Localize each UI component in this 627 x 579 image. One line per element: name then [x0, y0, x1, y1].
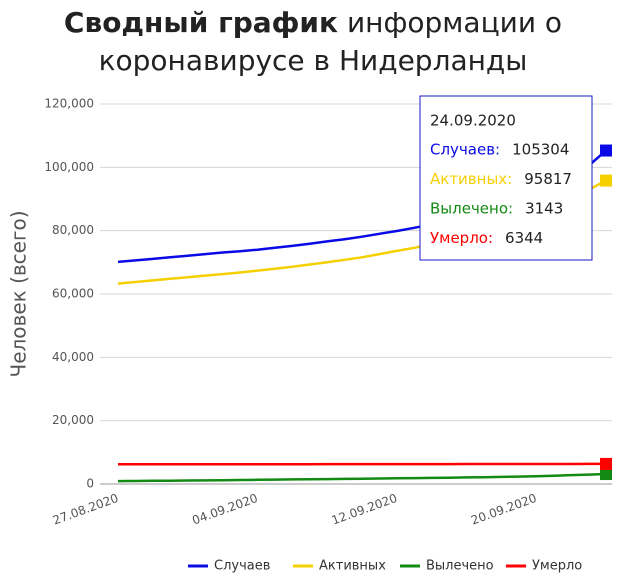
end-marker — [600, 468, 612, 481]
tooltip-label: Умерло: — [430, 229, 493, 247]
y-tick-label: 120,000 — [44, 97, 94, 111]
legend-label: Умерло — [532, 559, 582, 574]
y-tick-label: 100,000 — [44, 160, 94, 174]
tooltip-label: Случаев: — [430, 141, 500, 159]
x-tick-label: 27.08.2020 — [51, 491, 120, 528]
x-tick-label: 04.09.2020 — [190, 491, 259, 528]
tooltip-label: Вылечено: — [430, 200, 513, 218]
tooltip-value: 95817 — [524, 170, 572, 188]
y-tick-label: 0 — [86, 477, 94, 491]
chart-title: Сводный график информации о — [64, 6, 562, 39]
tooltip-box — [419, 95, 593, 261]
end-marker — [600, 457, 612, 470]
tooltip-title: 24.09.2020 — [430, 112, 516, 130]
title-part: информации о — [347, 6, 562, 39]
y-axis-label: Человек (всего) — [7, 210, 31, 377]
legend-label: Активных — [319, 559, 386, 574]
y-tick-label: 80,000 — [52, 223, 94, 237]
title-bold: Сводный график — [64, 6, 338, 39]
series-line — [117, 472, 607, 483]
x-tick-label: 12.09.2020 — [330, 491, 399, 528]
legend-label: Вылечено — [426, 559, 494, 574]
tooltip-value: 3143 — [525, 200, 563, 218]
legend-label: Случаев — [214, 559, 270, 574]
tooltip-value: 105304 — [512, 141, 569, 159]
end-marker — [600, 144, 612, 157]
chart-title-line: коронавирусе в Нидерланды — [99, 44, 528, 77]
y-tick-label: 20,000 — [52, 413, 94, 427]
y-tick-label: 60,000 — [52, 287, 94, 301]
tooltip-value: 6344 — [505, 229, 543, 247]
x-tick-label: 20.09.2020 — [469, 491, 538, 528]
y-tick-label: 40,000 — [52, 350, 94, 364]
tooltip-label: Активных: — [430, 170, 512, 188]
end-marker — [600, 174, 612, 187]
